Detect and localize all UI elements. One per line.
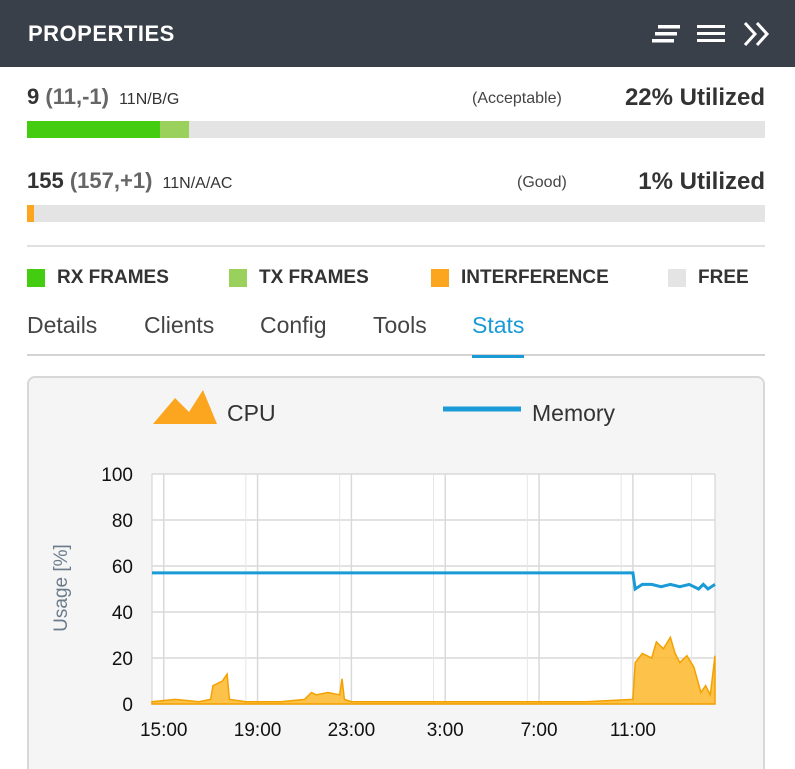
utilization-label: 22% Utilized [624,84,765,111]
legend-interference: INTERFERENCE [431,267,609,288]
properties-header: PROPERTIES [0,0,795,67]
expand-chevron-icon[interactable] [740,18,774,50]
legend-label: FREE [698,267,749,288]
legend-label: RX FRAMES [57,267,169,288]
y-tick-label: 20 [112,649,133,670]
cpu-series-area [151,635,716,705]
free-swatch [668,269,686,287]
usage-chart: CPU Memory 0 20 40 60 80 100 15:00 19:00 23:00 3:… [51,390,716,741]
x-tick-label: 19:00 [234,720,282,741]
y-tick-label: 80 [112,511,133,532]
channel-extension: (11,-1) [45,84,109,109]
y-axis-label: Usage [%] [51,544,72,632]
y-tick-label: 40 [112,603,133,624]
legend-label: TX FRAMES [259,267,369,288]
channel-quality: (Good) [517,174,567,191]
legend-free: FREE [668,267,749,288]
y-tick-label: 60 [112,557,133,578]
menu-icon[interactable] [694,18,728,50]
cpu-legend-label: CPU [227,400,276,426]
collapse-list-icon[interactable] [650,18,684,50]
tab-tools[interactable]: Tools [373,312,427,338]
x-tick-label: 11:00 [610,720,656,741]
memory-legend-label: Memory [532,400,616,426]
cpu-legend-icon [153,390,217,424]
legend-label: INTERFERENCE [461,267,609,288]
radio-channel: 155 (157,+1) 11N/A/AC [27,168,232,194]
interference-segment [27,205,35,222]
x-tick-label: 23:00 [328,720,376,741]
channel-number: 9 [27,84,40,109]
legend-rx-frames: RX FRAMES [27,267,169,288]
radio-channel: 9 (11,-1) 11N/B/G [27,84,179,110]
rx-frames-segment [27,121,160,138]
panel-title: PROPERTIES [28,21,175,46]
tx-frames-segment [159,121,190,138]
channel-quality: (Acceptable) [472,90,562,107]
tx-frames-swatch [229,269,247,287]
legend-tx-frames: TX FRAMES [229,267,369,288]
utilization-bar [27,121,765,138]
rx-frames-swatch [27,269,45,287]
radio-na-row: 155 (157,+1) 11N/A/AC (Good) 1% Utilized [27,168,765,198]
y-tick-label: 0 [122,695,133,716]
tab-details[interactable]: Details [27,312,98,338]
radio-ng-row: 9 (11,-1) 11N/B/G (Acceptable) 22% Utili… [27,84,765,114]
interference-swatch [431,269,449,287]
stats-chart-panel: CPU Memory 0 20 40 60 80 100 15:00 19:00 23:00 3:… [27,376,765,769]
channel-number: 155 [27,168,64,193]
tab-config[interactable]: Config [260,312,327,338]
utilization-bar [27,205,765,222]
y-tick-label: 100 [101,465,133,486]
tab-stats[interactable]: Stats [472,312,525,358]
properties-tabs: Details Clients Config Tools Stats [27,312,765,358]
x-tick-label: 7:00 [521,720,558,741]
divider [27,245,765,247]
channel-extension: (157,+1) [69,168,153,193]
x-tick-label: 3:00 [427,720,464,741]
radio-standard: 11N/A/AC [162,175,233,192]
x-tick-label: 15:00 [140,720,188,741]
tab-clients[interactable]: Clients [144,312,215,338]
radio-standard: 11N/B/G [119,91,180,108]
memory-series-line [152,571,716,592]
utilization-label: 1% Utilized [638,168,765,195]
